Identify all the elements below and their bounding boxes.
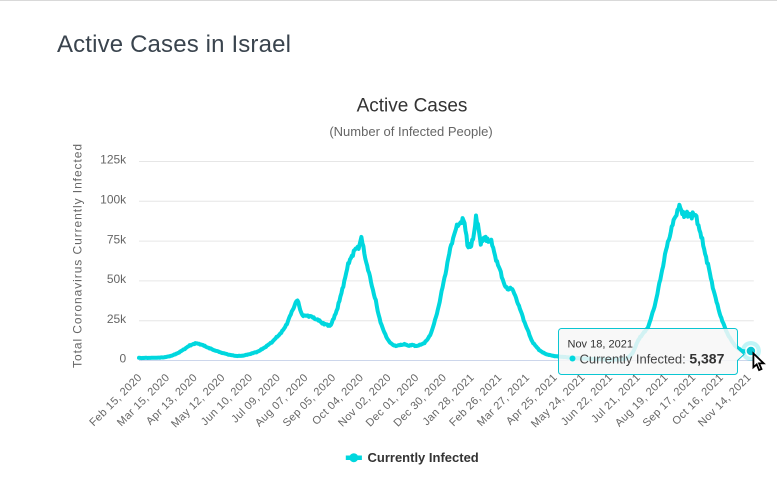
svg-text:0: 0 — [120, 352, 127, 366]
svg-text:Currently Infected: Currently Infected — [368, 450, 479, 465]
svg-text:125k: 125k — [100, 153, 127, 167]
svg-text:Nov 18, 2021: Nov 18, 2021 — [568, 338, 633, 350]
svg-text:100k: 100k — [100, 193, 127, 207]
svg-text:25k: 25k — [107, 312, 127, 326]
svg-text:Total Coronavirus Currently In: Total Coronavirus Currently Infected — [71, 143, 85, 368]
svg-text:75k: 75k — [107, 232, 127, 246]
svg-text:(Number of Infected People): (Number of Infected People) — [329, 124, 492, 139]
svg-text:Active Cases: Active Cases — [357, 96, 468, 117]
svg-text:50k: 50k — [107, 272, 127, 286]
svg-text:Active Cases in Israel: Active Cases in Israel — [57, 31, 291, 58]
svg-text:Currently Infected: 5,387: Currently Infected: 5,387 — [580, 350, 725, 366]
